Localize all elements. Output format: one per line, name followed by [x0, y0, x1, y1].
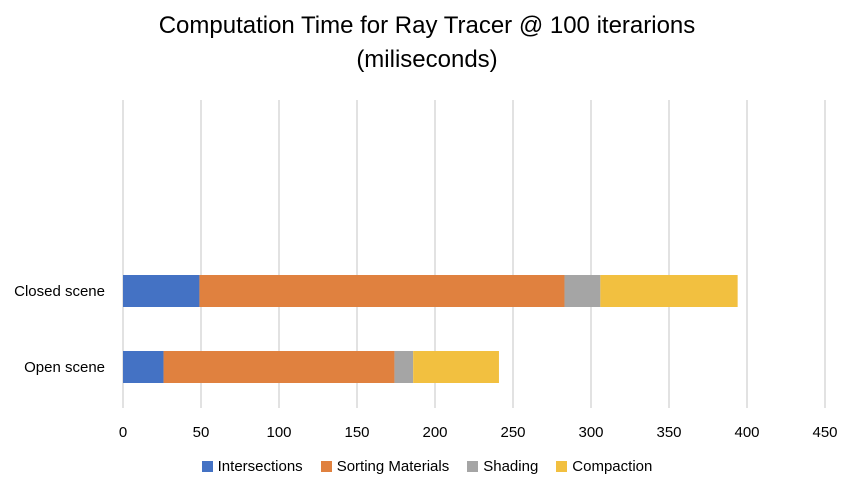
bar-segment: [600, 275, 738, 307]
legend-item: Sorting Materials: [320, 458, 450, 475]
bar-segment: [123, 351, 164, 383]
category-labels: Closed scene Open scene: [14, 283, 105, 376]
x-tick-label: 50: [193, 424, 210, 441]
legend-label: Compaction: [572, 458, 653, 475]
x-tick-label: 100: [266, 424, 291, 441]
legend-swatch: [320, 461, 332, 472]
legend-swatch: [201, 461, 213, 472]
x-tick-label: 400: [734, 424, 759, 441]
x-axis-ticks: 0 50 100 150 200 250 300 350 400 450: [119, 424, 838, 441]
chart-subtitle: (miliseconds): [356, 46, 498, 73]
x-tick-label: 350: [656, 424, 681, 441]
category-label: Closed scene: [14, 283, 105, 300]
category-label: Open scene: [24, 359, 105, 376]
legend-swatch: [556, 461, 568, 472]
legend-swatch: [467, 461, 479, 472]
x-tick-label: 200: [422, 424, 447, 441]
x-tick-label: 300: [578, 424, 603, 441]
legend-label: Shading: [483, 458, 539, 475]
x-tick-label: 450: [812, 424, 837, 441]
legend-item: Intersections: [201, 458, 303, 475]
legend-item: Compaction: [556, 458, 652, 475]
x-tick-label: 0: [119, 424, 127, 441]
legend-item: Shading: [467, 458, 538, 475]
bars: [123, 275, 738, 383]
x-tick-label: 250: [500, 424, 525, 441]
legend-label: Sorting Materials: [336, 458, 450, 475]
chart-title: Computation Time for Ray Tracer @ 100 it…: [158, 12, 696, 39]
bar-segment: [199, 275, 565, 307]
bar-segment: [564, 275, 601, 307]
bar-segment: [394, 351, 414, 383]
legend: Intersections Sorting Materials Shading Com…: [0, 458, 854, 475]
x-tick-label: 150: [344, 424, 369, 441]
bar-segment: [413, 351, 499, 383]
bar-segment: [163, 351, 395, 383]
bar-segment: [123, 275, 200, 307]
legend-label: Intersections: [217, 458, 303, 475]
